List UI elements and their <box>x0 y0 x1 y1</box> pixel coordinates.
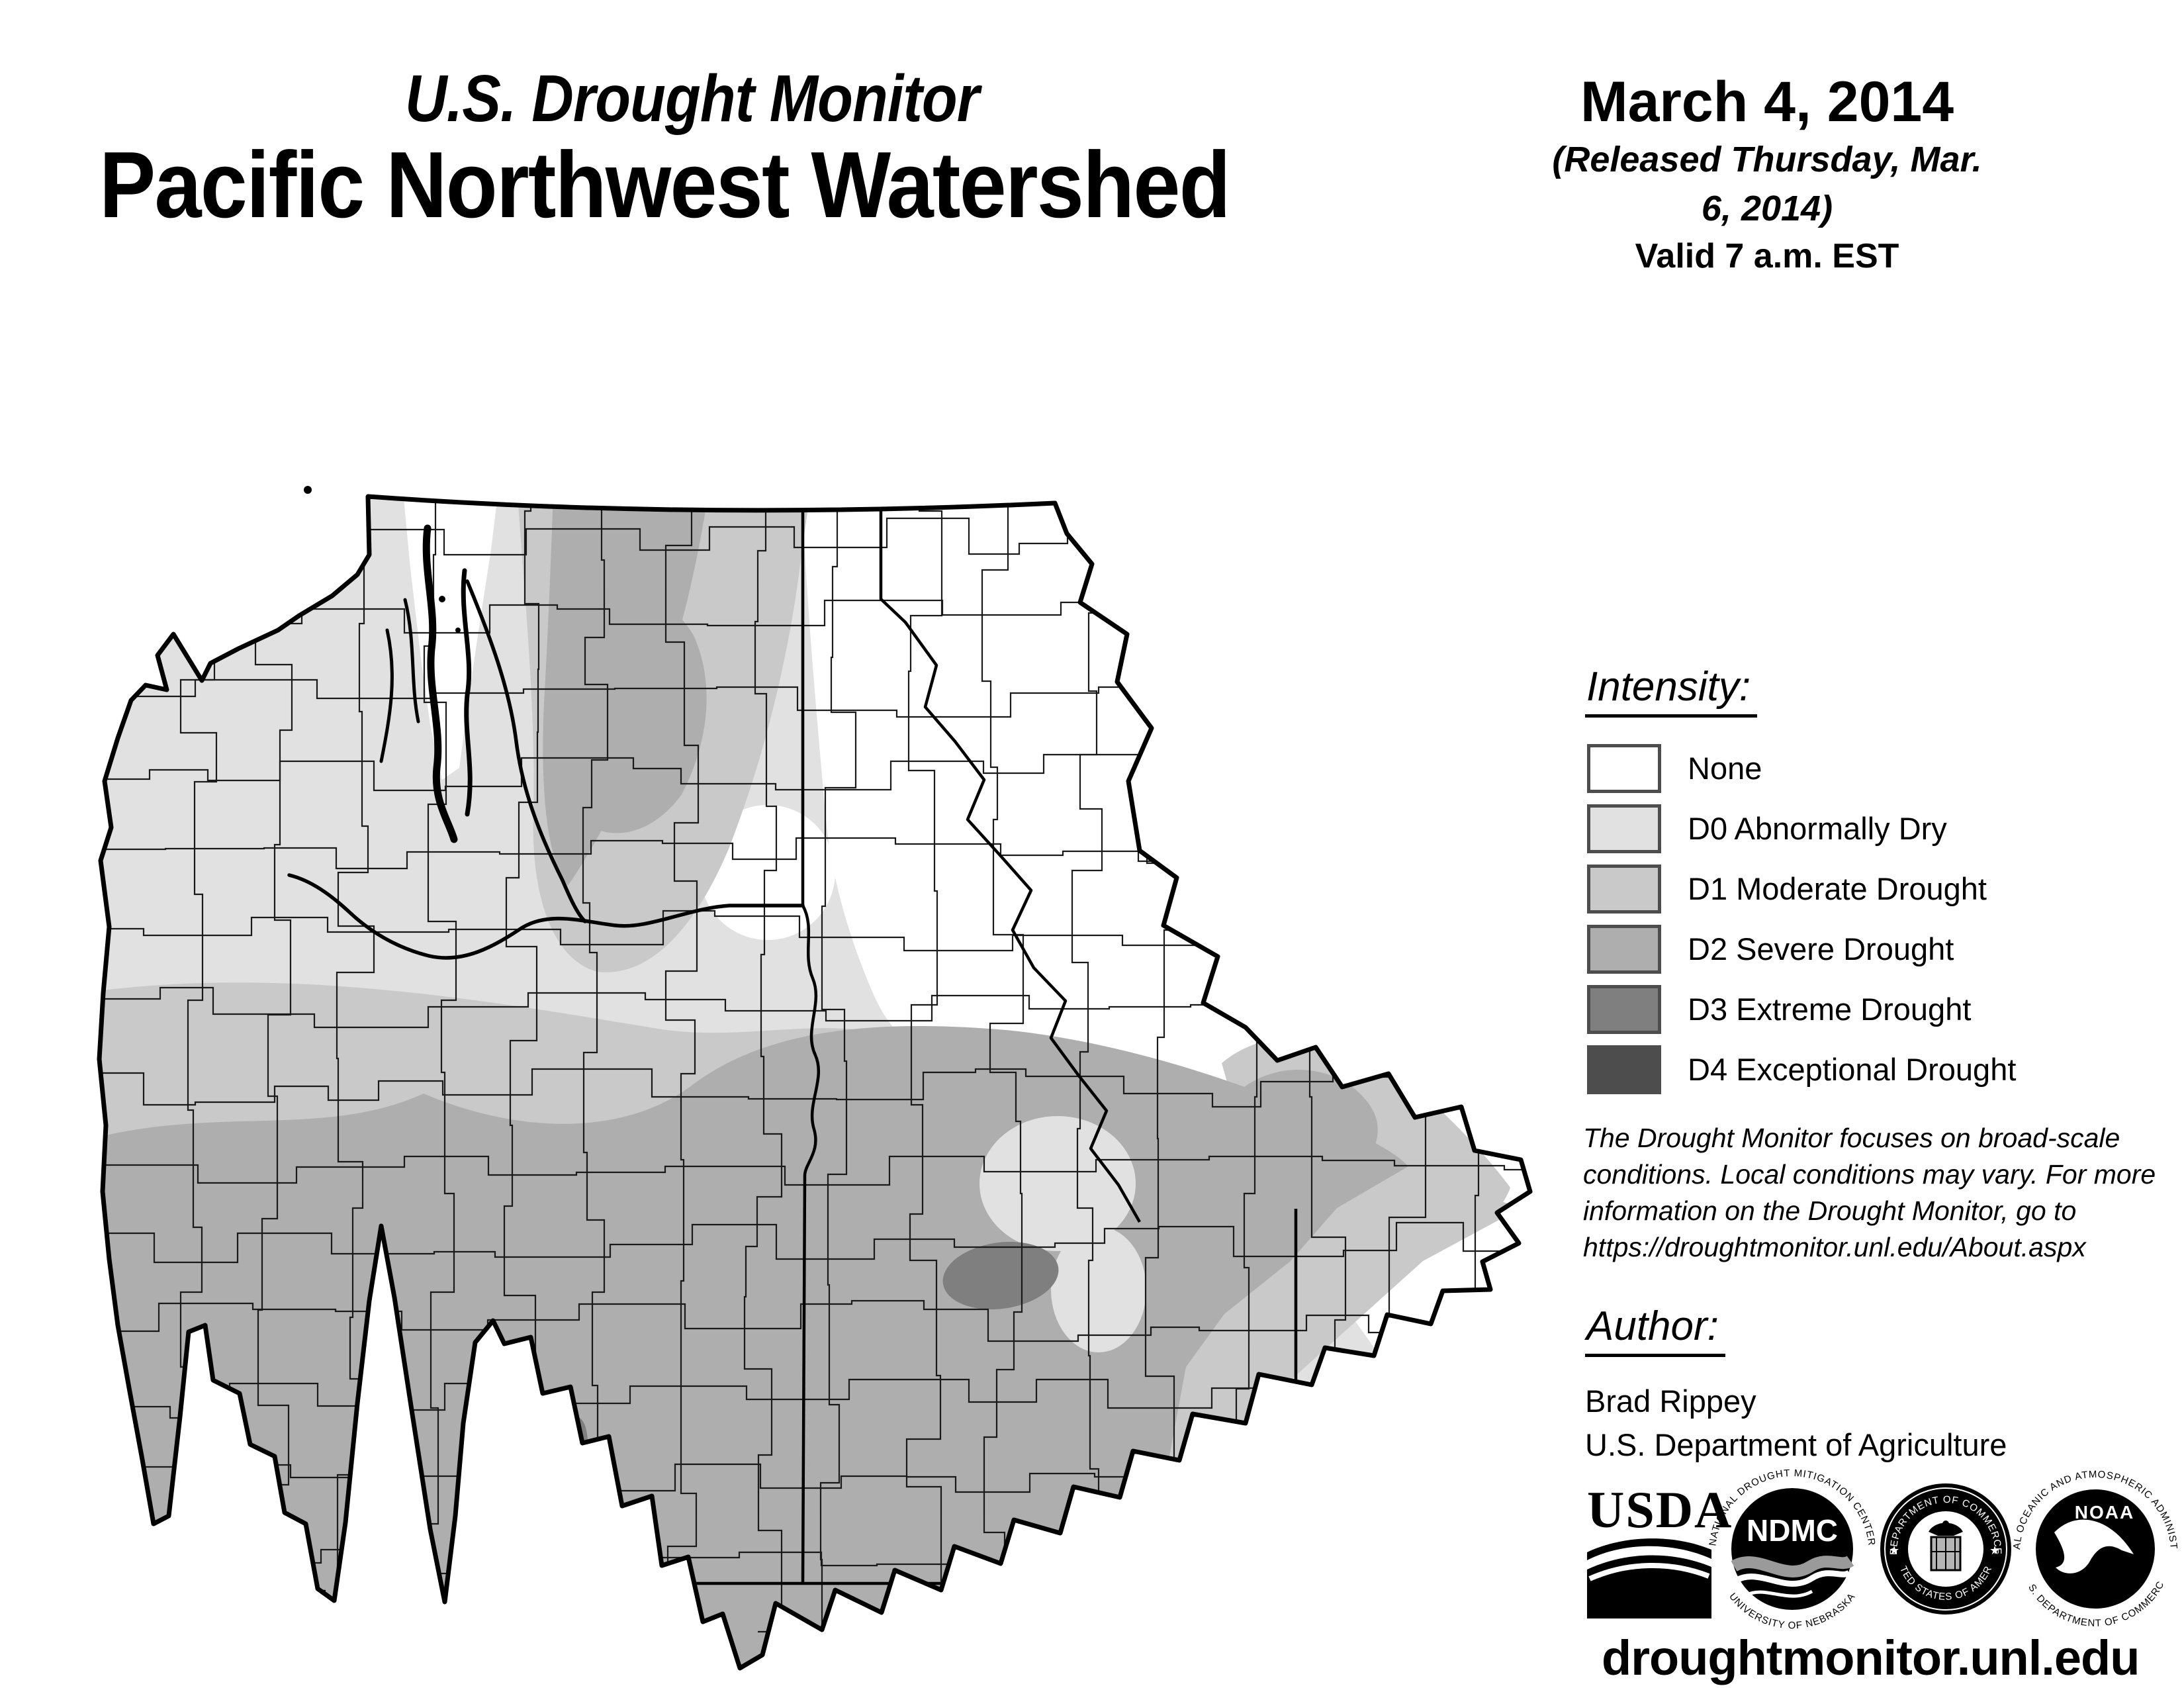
report-supertitle: U.S. Drought Monitor <box>405 62 979 136</box>
d3-area-south-central-idaho <box>942 1241 1059 1310</box>
oregon-idaho-border <box>801 904 820 1584</box>
legend-heading: Intensity: <box>1585 663 1758 718</box>
ndmc-logo-text: NDMC <box>1747 1513 1838 1548</box>
legend-item-d1: D1 Moderate Drought <box>1585 865 1987 914</box>
legend-item-d4: D4 Exceptional Drought <box>1585 1045 2016 1094</box>
legend-label: D0 Abnormally Dry <box>1688 811 1947 846</box>
legend-swatch-d0 <box>1587 804 1661 853</box>
puget-sound-waterways <box>379 524 473 843</box>
d2-blob-central-washington <box>554 585 707 833</box>
noaa-logo: NOAA NATIONAL OCEANIC AND ATMOSPHERIC AD… <box>2011 1469 2179 1629</box>
legend-item-none: None <box>1585 744 1762 793</box>
author-name: Brad Rippey <box>1585 1383 1756 1419</box>
date-block: March 4, 2014 (Released Thursday, Mar. 6… <box>1542 69 1992 279</box>
ndmc-logo: NDMC NATIONAL DROUGHT MITIGATION CENTER … <box>1707 1468 1876 1631</box>
d3-area-south-oregon-edge <box>563 1416 588 1485</box>
author-block: Author: Brad Rippey U.S. Department of A… <box>1585 1303 2007 1467</box>
legend-item-d3: D3 Extreme Drought <box>1585 985 1971 1034</box>
valid-time: Valid 7 a.m. EST <box>1635 237 1899 275</box>
columbia-river-border <box>287 873 805 960</box>
author-org: U.S. Department of Agriculture <box>1585 1427 2007 1462</box>
legend-swatch-d1 <box>1587 865 1661 914</box>
legend-swatch-d2 <box>1587 925 1661 974</box>
disclaimer-line: conditions. Local conditions may vary. F… <box>1583 1159 2156 1190</box>
svg-text:★: ★ <box>1989 1544 2000 1557</box>
noaa-logo-text: NOAA <box>2075 1502 2134 1523</box>
about-url: https://droughtmonitor.unl.edu/About.asp… <box>1583 1232 2086 1262</box>
release-date: (Released Thursday, Mar. 6, 2014) <box>1552 140 1982 228</box>
page-title: Pacific Northwest Watershed <box>99 132 1231 238</box>
legend-label: D4 Exceptional Drought <box>1688 1052 2017 1087</box>
legend-label: D1 Moderate Drought <box>1688 871 1987 906</box>
logo-row: USDA NDMC NATIONAL DROUGHT MITIGATION CE… <box>1587 1468 2179 1631</box>
commerce-seal-logo: DEPARTMENT OF COMMERCE UNITED STATES OF … <box>1880 1483 2011 1615</box>
svg-text:★: ★ <box>1889 1544 1899 1557</box>
site-url: droughtmonitor.unl.edu <box>1602 1630 2140 1685</box>
legend-label: D3 Extreme Drought <box>1688 992 1972 1027</box>
map-date: March 4, 2014 <box>1580 70 1954 134</box>
disclaimer-line: The Drought Monitor focuses on broad-sca… <box>1583 1123 2120 1153</box>
usda-logo: USDA <box>1587 1481 1733 1618</box>
legend-label: D2 Severe Drought <box>1688 931 1954 966</box>
d0-patch-central-idaho <box>979 1116 1136 1251</box>
usda-logo-text: USDA <box>1587 1481 1733 1538</box>
disclaimer-text: The Drought Monitor focuses on broad-sca… <box>1583 1120 2179 1266</box>
legend-item-d0: D0 Abnormally Dry <box>1585 804 1947 853</box>
d2-blob-east-lobe <box>1244 1069 1378 1176</box>
island-dot <box>304 486 312 494</box>
legend-swatch-d3 <box>1587 985 1661 1034</box>
author-heading: Author: <box>1585 1303 1725 1357</box>
legend-swatch-none <box>1587 744 1661 793</box>
columbia-river-upper <box>465 579 587 923</box>
legend-swatch-d4 <box>1587 1045 1661 1094</box>
disclaimer-line: information on the Drought Monitor, go t… <box>1583 1196 2077 1226</box>
intensity-legend: Intensity: None D0 Abnormally Dry D1 Mod… <box>1585 663 2016 1105</box>
idaho-montana-border <box>879 505 1141 1223</box>
legend-item-d2: D2 Severe Drought <box>1585 925 1954 974</box>
legend-label: None <box>1688 751 1762 786</box>
d0-patch-snake-plain <box>1051 1227 1146 1352</box>
